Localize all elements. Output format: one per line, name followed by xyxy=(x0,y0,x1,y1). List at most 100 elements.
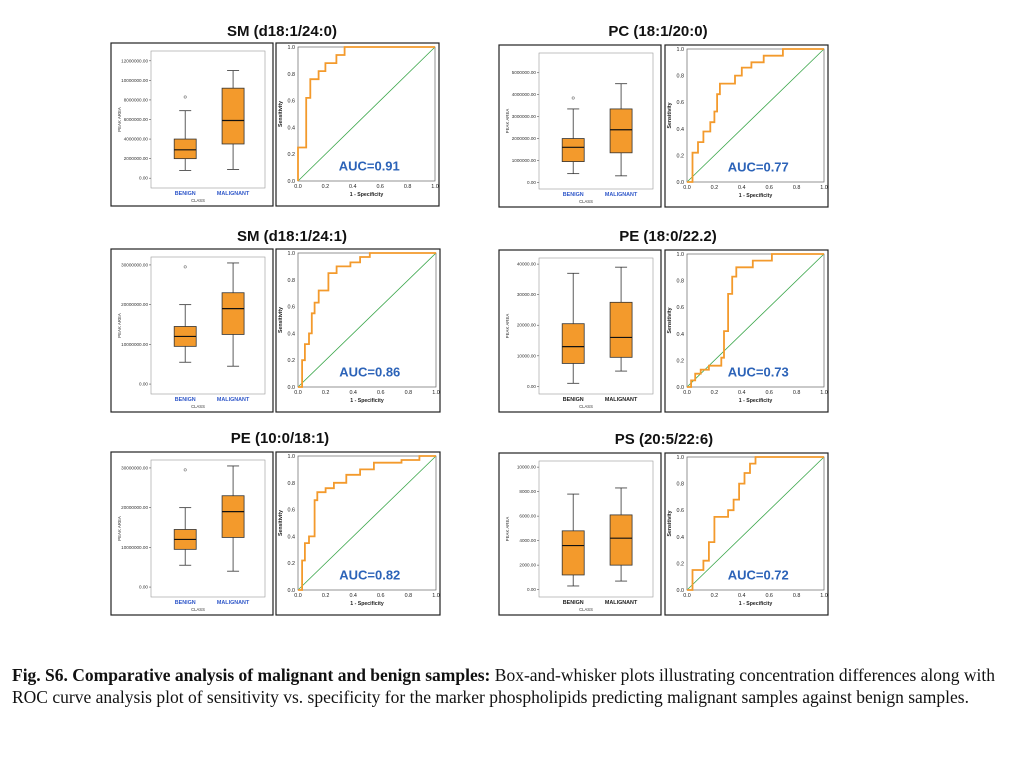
y-tick-label: 0.0 xyxy=(288,179,296,185)
auc-label: AUC=0.77 xyxy=(728,159,789,174)
reference-diagonal xyxy=(297,252,437,388)
iqr-box xyxy=(221,87,245,145)
y-tick-label: 0.2 xyxy=(288,358,296,364)
y-tick-label: 1.0 xyxy=(677,252,685,258)
y-tick-label: 0.6 xyxy=(288,508,296,514)
x-tick-label: 0.4 xyxy=(738,390,746,396)
x-tick-label: 0.0 xyxy=(683,390,691,396)
category-label: MALIGNANT xyxy=(605,397,638,403)
roc-curve xyxy=(687,253,824,388)
x-tick-label: 0.4 xyxy=(349,184,357,190)
roc-plot-area xyxy=(297,252,437,388)
roc-x-axis-label: 1 - Specificity xyxy=(739,398,773,404)
y-tick-label: 4000000.00 xyxy=(512,92,537,97)
category-label: MALIGNANT xyxy=(605,600,638,606)
y-tick-label: 0.8 xyxy=(677,74,685,80)
x-tick-label: 0.6 xyxy=(765,390,773,396)
x-tick-label: 0.8 xyxy=(793,593,801,599)
auc-label: AUC=0.86 xyxy=(339,364,400,379)
x-tick-label: 1.0 xyxy=(820,185,828,191)
category-label: BENIGN xyxy=(175,600,196,606)
reference-diagonal xyxy=(686,48,825,183)
y-axis-label: PEAK AREA xyxy=(505,109,510,134)
x-tick-label: 0.6 xyxy=(765,185,773,191)
y-tick-label: 0.8 xyxy=(677,482,685,488)
y-tick-label: 2000.00 xyxy=(519,563,536,568)
x-tick-label: 1.0 xyxy=(431,184,439,190)
y-tick-label: 1000000.00 xyxy=(512,158,537,163)
roc-curve xyxy=(687,456,824,591)
y-tick-label: 8000000.00 xyxy=(124,97,149,102)
y-tick-label: 1.0 xyxy=(288,251,296,257)
x-tick-label: 0.2 xyxy=(322,184,330,190)
roc-y-axis-label: Sensitivity xyxy=(278,307,284,333)
y-tick-label: 1.0 xyxy=(288,454,296,460)
x-tick-label: 0.8 xyxy=(405,593,413,599)
y-tick-label: 0.00 xyxy=(139,382,148,387)
x-tick-label: 0.0 xyxy=(294,390,302,396)
panel-title: PC (18:1/20:0) xyxy=(608,23,708,40)
y-tick-label: 0.8 xyxy=(288,481,296,487)
y-tick-label: 10000.00 xyxy=(517,465,537,470)
figure-caption: Fig. S6. Comparative analysis of maligna… xyxy=(12,664,1012,708)
y-tick-label: 0.6 xyxy=(288,99,296,105)
reference-diagonal xyxy=(297,46,436,182)
iqr-box xyxy=(561,138,585,162)
y-tick-label: 0.2 xyxy=(677,561,685,567)
y-tick-label: 0.0 xyxy=(677,588,685,594)
roc-x-axis-label: 1 - Specificity xyxy=(739,193,773,199)
y-axis-label: PEAK AREA xyxy=(117,107,122,132)
roc-curve xyxy=(298,455,436,591)
x-tick-label: 1.0 xyxy=(432,593,440,599)
y-tick-label: 0.00 xyxy=(527,384,536,389)
y-tick-label: 2000000.00 xyxy=(512,136,537,141)
x-tick-label: 0.4 xyxy=(738,593,746,599)
box-plot-area xyxy=(538,460,654,598)
y-tick-label: 20000.00 xyxy=(517,323,537,328)
x-tick-label: 0.2 xyxy=(711,185,719,191)
x-axis-label: CLASS xyxy=(191,198,205,203)
roc-y-axis-label: Sensitivity xyxy=(278,510,284,536)
iqr-box xyxy=(221,292,245,335)
iqr-box xyxy=(609,514,633,566)
x-tick-label: 1.0 xyxy=(820,593,828,599)
x-tick-label: 0.2 xyxy=(322,593,330,599)
y-tick-label: 0.6 xyxy=(677,100,685,106)
x-tick-label: 0.0 xyxy=(683,185,691,191)
y-axis-label: PEAK AREA xyxy=(505,314,510,339)
x-axis-label: CLASS xyxy=(191,607,205,612)
y-tick-label: 0.8 xyxy=(288,278,296,284)
x-tick-label: 0.4 xyxy=(349,593,357,599)
category-label: BENIGN xyxy=(175,397,196,403)
outlier-point xyxy=(571,96,575,100)
caption-text: Box-and-whisker plots illustrating conce… xyxy=(12,665,996,707)
iqr-box xyxy=(173,138,197,160)
x-tick-label: 0.6 xyxy=(377,390,385,396)
y-tick-label: 8000.00 xyxy=(519,489,536,494)
y-tick-label: 10000000.00 xyxy=(121,545,148,550)
y-tick-label: 10000000.00 xyxy=(121,78,148,83)
auc-label: AUC=0.91 xyxy=(339,158,400,173)
x-axis-label: CLASS xyxy=(191,404,205,409)
iqr-box xyxy=(609,301,633,358)
roc-x-axis-label: 1 - Specificity xyxy=(350,192,384,198)
y-tick-label: 1.0 xyxy=(677,455,685,461)
roc-curve xyxy=(298,252,436,388)
iqr-box xyxy=(561,530,585,576)
x-tick-label: 0.6 xyxy=(377,593,385,599)
y-tick-label: 0.4 xyxy=(288,331,296,337)
x-tick-label: 0.0 xyxy=(294,593,302,599)
panel-title: PE (10:0/18:1) xyxy=(230,430,330,447)
y-axis-label: PEAK AREA xyxy=(117,313,122,338)
x-tick-label: 0.4 xyxy=(349,390,357,396)
y-tick-label: 0.2 xyxy=(288,561,296,567)
y-tick-label: 0.4 xyxy=(677,332,685,338)
x-axis-label: CLASS xyxy=(579,607,593,612)
outlier-point xyxy=(183,468,187,472)
panel-title: SM (d18:1/24:1) xyxy=(236,228,348,245)
y-tick-label: 30000000.00 xyxy=(121,262,148,267)
x-axis-label: CLASS xyxy=(579,404,593,409)
category-label: BENIGN xyxy=(563,192,584,198)
panel-title: PS (20:5/22:6) xyxy=(614,431,714,448)
category-label: BENIGN xyxy=(563,600,584,606)
